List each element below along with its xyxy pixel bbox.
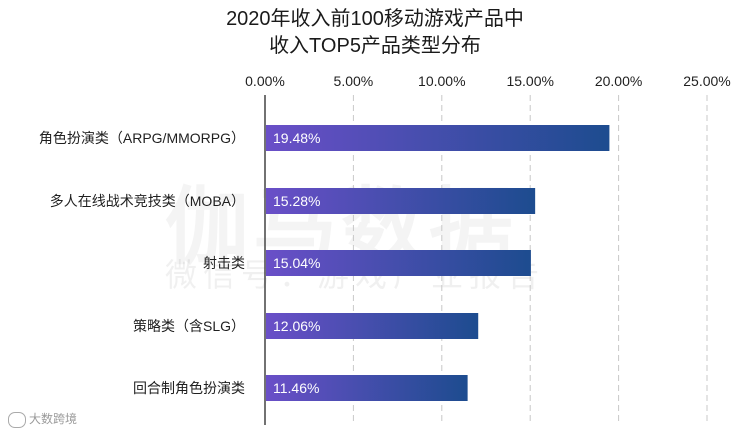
category-label: 策略类（含SLG） <box>133 318 245 334</box>
category-label: 射击类 <box>203 255 245 271</box>
x-tick-label: 15.00% <box>506 73 553 89</box>
data-label: 11.46% <box>273 380 319 396</box>
x-tick-label: 0.00% <box>245 73 285 89</box>
brand-logo: 大数跨境 <box>8 410 77 428</box>
category-label: 多人在线战术竞技类（MOBA） <box>50 193 245 209</box>
bar <box>266 188 536 214</box>
brand-text: 大数跨境 <box>29 412 78 426</box>
chart-subtitle: 收入TOP5产品类型分布 <box>269 35 481 57</box>
bar <box>266 375 468 401</box>
chart-title: 2020年收入前100移动游戏产品中 <box>226 8 524 30</box>
x-tick-label: 25.00% <box>683 73 730 89</box>
brand-icon <box>8 411 26 428</box>
category-label: 角色扮演类（ARPG/MMORPG） <box>39 130 245 146</box>
data-label: 19.48% <box>273 130 320 146</box>
category-label: 回合制角色扮演类 <box>133 380 245 396</box>
x-tick-label: 10.00% <box>418 73 465 89</box>
bar <box>266 313 479 339</box>
data-label: 15.28% <box>273 193 320 209</box>
bar <box>266 250 531 276</box>
x-tick-label: 20.00% <box>595 73 642 89</box>
data-label: 15.04% <box>273 255 320 271</box>
data-label: 12.06% <box>273 318 320 334</box>
x-tick-label: 5.00% <box>334 73 374 89</box>
bar <box>266 125 610 151</box>
